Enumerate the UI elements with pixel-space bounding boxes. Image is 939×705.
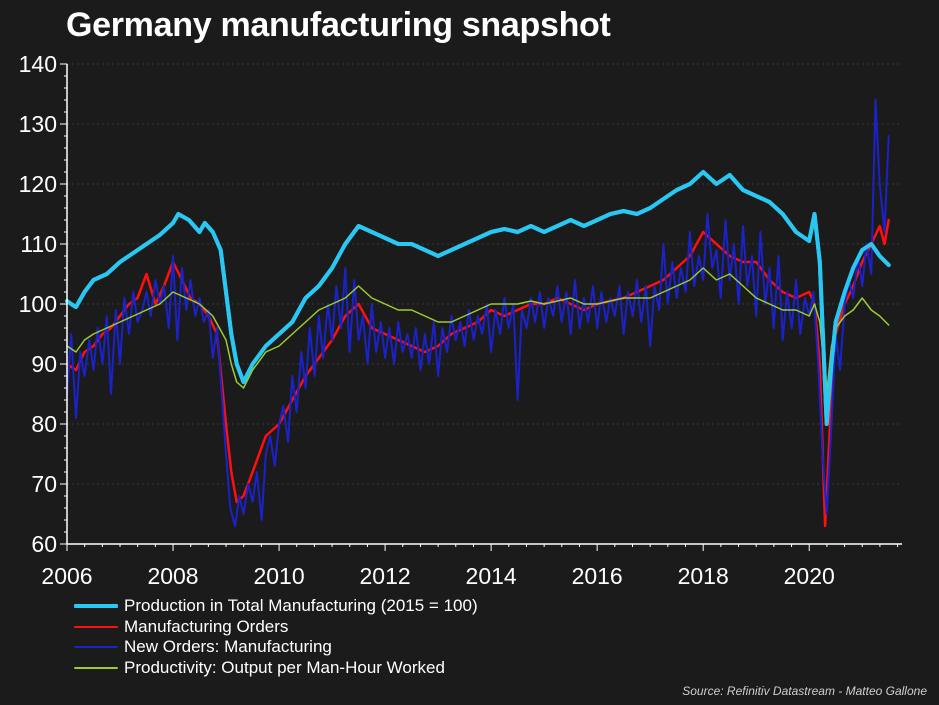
series-line-2 bbox=[65, 218, 890, 528]
series-lines bbox=[65, 99, 891, 528]
legend-label: Manufacturing Orders bbox=[124, 616, 289, 636]
y-tick-label: 80 bbox=[31, 411, 57, 437]
legend: Production in Total Manufacturing (2015 … bbox=[74, 596, 478, 678]
legend-label: New Orders: Manufacturing bbox=[124, 637, 332, 656]
y-tick-label: 90 bbox=[31, 351, 57, 377]
tick-labels: 60 70 80 90 100 110 120 130 140 2006 2008 2010 2012 2… bbox=[19, 51, 835, 589]
y-tick-label: 140 bbox=[19, 51, 57, 77]
x-tick-label: 2006 bbox=[41, 563, 92, 589]
chart-title: Germany manufacturing snapshot bbox=[66, 6, 611, 44]
series-line-4 bbox=[66, 267, 890, 395]
grid-lines bbox=[67, 63, 902, 485]
series-line-1-overlay bbox=[65, 170, 891, 426]
legend-item: Production in Total Manufacturing (2015 … bbox=[74, 596, 478, 617]
legend-label: Productivity: Output per Man-Hour Worked bbox=[124, 657, 445, 677]
legend-item: Productivity: Output per Man-Hour Worked bbox=[74, 658, 478, 679]
y-tick-label: 130 bbox=[19, 111, 57, 137]
y-tick-label: 70 bbox=[31, 471, 57, 497]
legend-item: New Orders: Manufacturing bbox=[74, 637, 478, 658]
legend-label: Production in Total Manufacturing (2015 … bbox=[124, 596, 478, 615]
x-tick-label: 2018 bbox=[678, 563, 729, 589]
y-tick-label: 120 bbox=[19, 171, 57, 197]
y-tick-label: 100 bbox=[19, 291, 57, 317]
y-tick-label: 110 bbox=[20, 231, 57, 257]
legend-swatch bbox=[74, 604, 118, 609]
legend-swatch bbox=[74, 666, 118, 669]
x-tick-label: 2014 bbox=[466, 563, 517, 589]
x-tick-label: 2010 bbox=[253, 563, 304, 589]
legend-swatch bbox=[74, 625, 118, 628]
series-line-3 bbox=[66, 99, 890, 527]
x-tick-label: 2020 bbox=[784, 563, 835, 589]
source-credit: Source: Refinitiv Datastream - Matteo Ga… bbox=[682, 684, 927, 698]
y-tick-label: 60 bbox=[31, 531, 57, 557]
x-tick-label: 2012 bbox=[360, 563, 411, 589]
legend-swatch bbox=[74, 646, 118, 649]
axes bbox=[60, 63, 902, 551]
legend-item: Manufacturing Orders bbox=[74, 617, 478, 638]
x-tick-label: 2008 bbox=[147, 563, 198, 589]
x-tick-label: 2016 bbox=[572, 563, 623, 589]
